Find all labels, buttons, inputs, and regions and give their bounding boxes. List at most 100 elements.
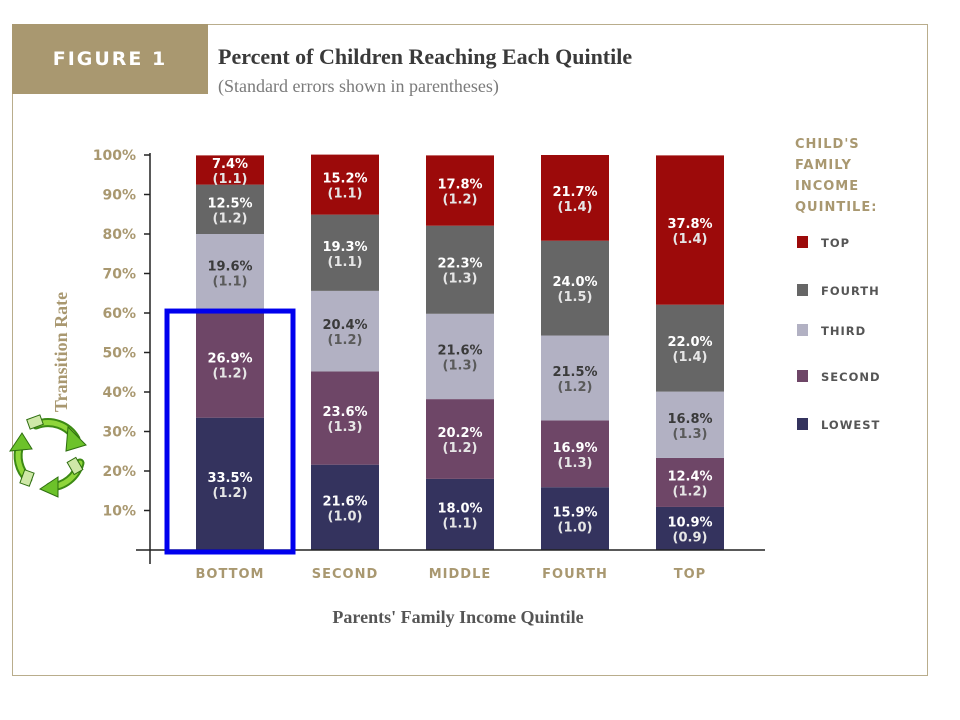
y-tick-label: 10% bbox=[102, 504, 136, 520]
bar-fourth-bottom bbox=[196, 184, 264, 234]
segment-labels: 33.5%(1.2)26.9%(1.2)19.6%(1.1)12.5%(1.2)… bbox=[207, 157, 712, 545]
legend-swatch-second bbox=[797, 370, 808, 382]
bars bbox=[196, 154, 724, 550]
data-label: 23.6% bbox=[322, 405, 367, 420]
recycle-money-icon bbox=[9, 414, 87, 498]
bar-top-second bbox=[311, 154, 379, 215]
data-label: 20.4% bbox=[322, 318, 367, 333]
x-axis: BOTTOM SECOND MIDDLE FOURTH TOP bbox=[136, 549, 765, 582]
legend-label-fourth: FOURTH bbox=[821, 284, 880, 298]
x-tick-label: FOURTH bbox=[542, 567, 608, 582]
data-label: 26.9% bbox=[207, 352, 252, 367]
highlight-box bbox=[164, 308, 296, 555]
bar-second-middle bbox=[426, 399, 494, 479]
legend-title-line: INCOME bbox=[795, 179, 859, 194]
data-label: 15.9% bbox=[552, 506, 597, 521]
y-axis: 100% 90% 80% 70% 60% 50% 40% 30% 20% 10% bbox=[93, 148, 151, 564]
y-tick-label: 70% bbox=[102, 267, 136, 283]
figure-title: Percent of Children Reaching Each Quinti… bbox=[218, 44, 633, 69]
standard-error-label: (1.3) bbox=[558, 456, 593, 471]
data-label: 21.5% bbox=[552, 365, 597, 380]
x-tick-label: MIDDLE bbox=[429, 567, 492, 582]
legend-swatch-top bbox=[797, 236, 808, 248]
bar-top-fourth bbox=[541, 155, 609, 241]
figure-subtitle: (Standard errors shown in parentheses) bbox=[218, 76, 499, 96]
x-tick-label: BOTTOM bbox=[196, 567, 265, 582]
y-tick-label: 20% bbox=[102, 464, 136, 480]
x-tick-label: TOP bbox=[674, 567, 706, 582]
standard-error-label: (1.1) bbox=[213, 275, 248, 290]
highlight-rectangle bbox=[164, 308, 296, 555]
standard-error-label: (1.5) bbox=[558, 290, 593, 305]
data-label: 21.6% bbox=[437, 343, 482, 358]
bar-second-fourth bbox=[541, 420, 609, 488]
standard-error-label: (1.4) bbox=[558, 200, 593, 215]
data-label: 37.8% bbox=[667, 217, 712, 232]
standard-error-label: (1.1) bbox=[213, 172, 248, 187]
standard-error-label: (1.2) bbox=[558, 380, 593, 395]
legend-label-lowest: LOWEST bbox=[821, 418, 880, 432]
data-label: 15.2% bbox=[322, 172, 367, 187]
data-label: 7.4% bbox=[212, 157, 248, 172]
data-label: 17.8% bbox=[437, 178, 482, 193]
data-label: 20.2% bbox=[437, 426, 482, 441]
y-tick-label: 50% bbox=[102, 346, 136, 362]
bar-top-middle bbox=[426, 155, 494, 226]
y-axis-label: Transition Rate bbox=[51, 292, 71, 412]
bar-fourth-top bbox=[656, 304, 724, 392]
bar-third-fourth bbox=[541, 335, 609, 421]
bar-second-bottom bbox=[196, 311, 264, 418]
standard-error-label: (1.1) bbox=[328, 187, 363, 202]
standard-error-label: (1.4) bbox=[673, 232, 708, 247]
standard-error-label: (1.3) bbox=[673, 427, 708, 442]
legend-label-top: TOP bbox=[821, 236, 850, 250]
y-tick-label: 40% bbox=[102, 385, 136, 401]
bar-lowest-fourth bbox=[541, 487, 609, 550]
bar-lowest-middle bbox=[426, 478, 494, 550]
legend-label-second: SECOND bbox=[821, 370, 881, 384]
data-label: 10.9% bbox=[667, 515, 712, 530]
standard-error-label: (1.2) bbox=[443, 441, 478, 456]
legend-title-line: CHILD'S bbox=[795, 137, 860, 152]
bar-third-top bbox=[656, 391, 724, 458]
standard-error-label: (1.3) bbox=[328, 420, 363, 435]
legend: CHILD'S FAMILY INCOME QUINTILE: TOP FOURTH THI… bbox=[795, 137, 881, 432]
data-label: 18.0% bbox=[437, 501, 482, 516]
y-tick-label: 80% bbox=[102, 227, 136, 243]
data-label: 24.0% bbox=[552, 275, 597, 290]
bar-fourth-second bbox=[311, 214, 379, 291]
standard-error-label: (1.2) bbox=[213, 486, 248, 501]
bar-lowest-top bbox=[656, 506, 724, 550]
y-tick-label: 90% bbox=[102, 188, 136, 204]
bar-third-bottom bbox=[196, 234, 264, 312]
legend-swatch-lowest bbox=[797, 418, 808, 430]
data-label: 16.8% bbox=[667, 412, 712, 427]
legend-title-line: FAMILY bbox=[795, 158, 852, 173]
legend-label-third: THIRD bbox=[821, 324, 866, 338]
standard-error-label: (1.2) bbox=[673, 484, 708, 499]
data-label: 22.0% bbox=[667, 335, 712, 350]
bar-top-top bbox=[656, 155, 724, 305]
standard-error-label: (1.4) bbox=[673, 350, 708, 365]
data-label: 19.3% bbox=[322, 240, 367, 255]
x-tick-label: SECOND bbox=[312, 567, 379, 582]
bar-lowest-bottom bbox=[196, 417, 264, 550]
bar-second-second bbox=[311, 371, 379, 465]
data-label: 19.6% bbox=[207, 260, 252, 275]
standard-error-label: (1.0) bbox=[558, 521, 593, 536]
legend-swatch-third bbox=[797, 324, 808, 336]
bar-lowest-second bbox=[311, 464, 379, 550]
standard-error-label: (1.0) bbox=[328, 509, 363, 524]
bar-top-bottom bbox=[196, 155, 264, 185]
data-label: 21.6% bbox=[322, 494, 367, 509]
standard-error-label: (1.1) bbox=[328, 255, 363, 270]
legend-swatch-fourth bbox=[797, 284, 808, 296]
data-label: 22.3% bbox=[437, 257, 482, 272]
y-tick-label: 100% bbox=[93, 148, 136, 164]
y-tick-label: 30% bbox=[102, 425, 136, 441]
bar-second-top bbox=[656, 457, 724, 507]
legend-title-line: QUINTILE: bbox=[795, 200, 877, 215]
standard-error-label: (1.2) bbox=[213, 211, 248, 226]
data-label: 33.5% bbox=[207, 471, 252, 486]
bar-fourth-middle bbox=[426, 225, 494, 314]
